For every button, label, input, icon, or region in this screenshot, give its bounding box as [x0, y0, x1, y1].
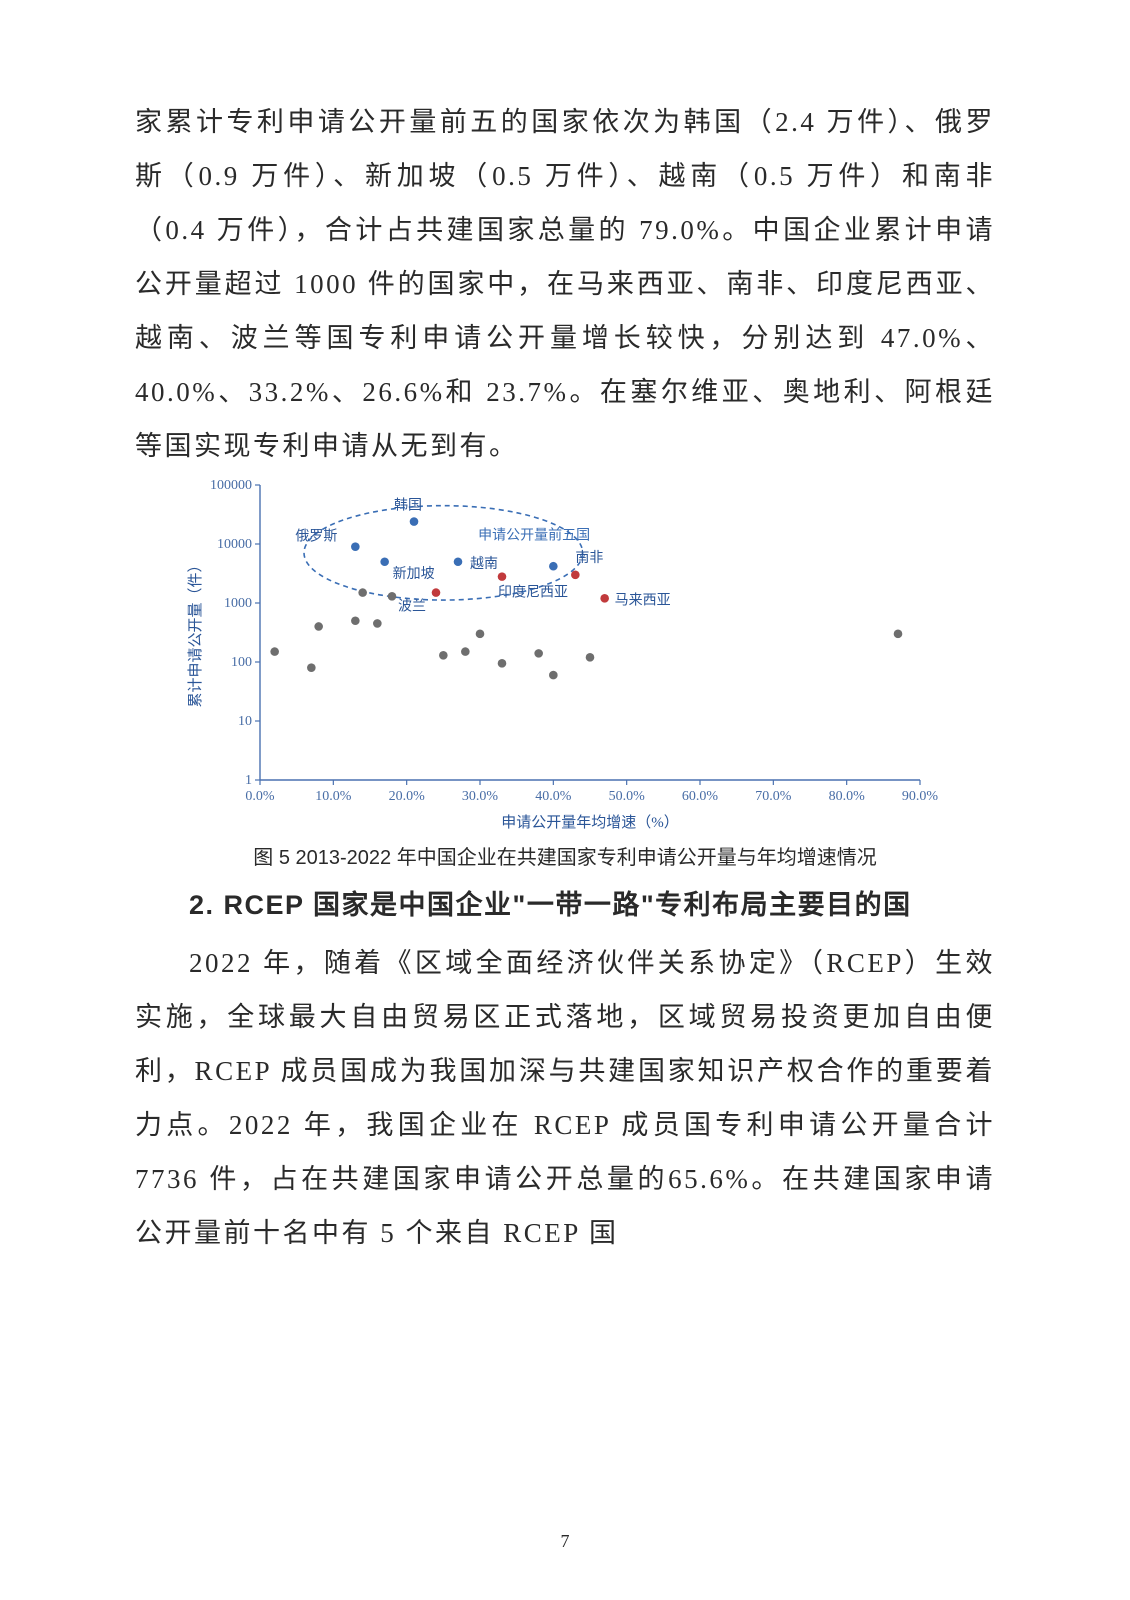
figure-5-chart: 1 10 100 1000 10000 100000 0.0% 10.0% 20.0% 30.0%… — [180, 475, 940, 835]
svg-text:累计申请公开量（件）: 累计申请公开量（件） — [187, 557, 204, 707]
svg-text:俄罗斯: 俄罗斯 — [295, 529, 337, 545]
svg-text:韩国: 韩国 — [394, 498, 422, 514]
svg-text:90.0%: 90.0% — [902, 789, 939, 804]
scatter-chart-svg: 1 10 100 1000 10000 100000 0.0% 10.0% 20.0% 30.0%… — [180, 475, 940, 835]
svg-text:波兰: 波兰 — [398, 599, 426, 615]
svg-text:100: 100 — [231, 655, 252, 670]
heading-text: 2. RCEP 国家是中国企业"一带一路"专利布局主要目的国 — [189, 890, 912, 920]
paragraph-3: 2022 年，随着《区域全面经济伙伴关系协定》（RCEP）生效实施，全球最大自由… — [135, 936, 995, 1260]
svg-text:印度尼西亚: 印度尼西亚 — [498, 585, 568, 601]
svg-text:马来西亚: 马来西亚 — [615, 592, 671, 608]
paragraph-1: 家累计专利申请公开量前五的国家依次为韩国（2.4 万件）、俄罗斯（0.9 万件）… — [135, 95, 995, 473]
svg-text:70.0%: 70.0% — [755, 789, 792, 804]
svg-text:0.0%: 0.0% — [245, 789, 275, 804]
svg-text:100000: 100000 — [210, 478, 252, 493]
svg-text:50.0%: 50.0% — [609, 789, 646, 804]
svg-text:80.0%: 80.0% — [829, 789, 866, 804]
svg-text:20.0%: 20.0% — [389, 789, 426, 804]
document-page: 家累计专利申请公开量前五的国家依次为韩国（2.4 万件）、俄罗斯（0.9 万件）… — [0, 0, 1130, 1600]
svg-text:60.0%: 60.0% — [682, 789, 719, 804]
svg-text:新加坡: 新加坡 — [393, 566, 435, 582]
svg-text:10000: 10000 — [217, 537, 252, 552]
page-number: 7 — [0, 1531, 1130, 1552]
svg-text:申请公开量年均增速（%）: 申请公开量年均增速（%） — [501, 814, 679, 831]
svg-text:申请公开量前五国: 申请公开量前五国 — [478, 527, 590, 544]
svg-text:1000: 1000 — [224, 596, 252, 611]
svg-text:1: 1 — [245, 773, 252, 788]
svg-text:越南: 越南 — [470, 556, 498, 572]
svg-text:10.0%: 10.0% — [315, 789, 352, 804]
paragraph-3-text: 2022 年，随着《区域全面经济伙伴关系协定》（RCEP）生效实施，全球最大自由… — [135, 948, 995, 1248]
figure-5-caption: 图 5 2013-2022 年中国企业在共建国家专利申请公开量与年均增速情况 — [135, 841, 995, 870]
svg-text:10: 10 — [238, 714, 252, 729]
svg-text:30.0%: 30.0% — [462, 789, 499, 804]
section-heading-2: 2. RCEP 国家是中国企业"一带一路"专利布局主要目的国 — [135, 878, 995, 932]
svg-text:40.0%: 40.0% — [535, 789, 572, 804]
svg-text:南非: 南非 — [575, 550, 603, 566]
